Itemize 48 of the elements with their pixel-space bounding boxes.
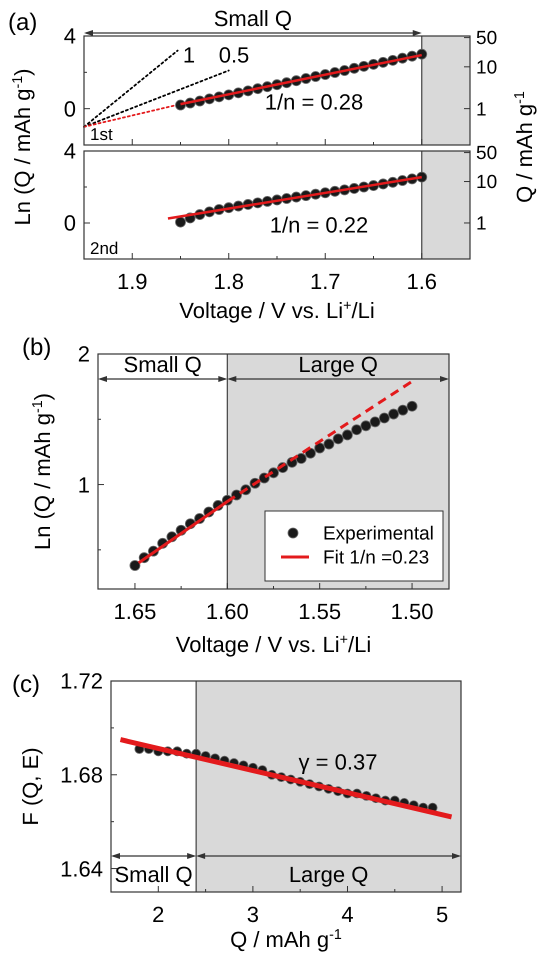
annotation: 0.5 [218, 42, 250, 68]
y-tick-label: 1 [78, 472, 90, 498]
annotation: 1 [182, 42, 196, 68]
y-tick-label: 1.72 [60, 668, 103, 694]
x-tick-label: 1.60 [206, 599, 249, 624]
y-axis-title: F (Q, E) [18, 747, 43, 826]
x-tick-label: 1.6 [406, 269, 438, 294]
y2-tick-label: 10 [476, 172, 498, 194]
x-axis-title: Q / mAh g$^{-1}$ [230, 927, 342, 952]
y-tick-label: 4 [64, 138, 76, 164]
x-tick-label: 3 [246, 902, 260, 927]
y-tick-label: 2 [78, 342, 90, 367]
annotation: Small Q [114, 862, 193, 887]
y-tick-label: 0 [64, 210, 76, 236]
annotation: 1/n = 0.28 [264, 90, 364, 115]
text: Small Q [214, 6, 292, 31]
x-tick-label: 5 [436, 902, 448, 927]
x-axis-title: Voltage / V vs. Li$^{+}$/Li [176, 632, 372, 657]
x-axis-title: Voltage / V vs. Li$^{+}$/Li [179, 298, 375, 323]
y-tick-label: 4 [64, 24, 76, 49]
legend-label: Experimental [323, 524, 434, 545]
y2-tick-label: 1 [476, 214, 487, 235]
x-tick-label: 1.65 [114, 599, 156, 624]
x-tick-label: 1.50 [390, 599, 434, 624]
legend-label: Fit 1/n =0.23 [323, 548, 430, 569]
annotation: 1st [90, 125, 113, 144]
y2-tick-label: 10 [476, 57, 498, 78]
x-tick-label: 1.55 [298, 599, 342, 624]
x-tick-label: 1.8 [213, 269, 244, 294]
x-tick-label: 1.9 [116, 269, 148, 294]
band-label: Large Q [288, 862, 368, 887]
chart-title: (b) [22, 334, 52, 361]
x-tick-label: 1.7 [310, 269, 341, 294]
y-tick-label: 1.68 [60, 762, 103, 788]
annotation: 2nd [90, 239, 118, 258]
y2-tick-label: 1 [476, 99, 487, 120]
annotation: γ = 0.37 [298, 750, 378, 775]
y2-tick-label: 50 [476, 143, 498, 164]
y-tick-label: 1.64 [60, 856, 103, 882]
x-tick-label: 2 [152, 902, 164, 927]
band-label: Large Q [298, 352, 378, 377]
annotation: Small Q [124, 352, 202, 377]
x-tick-label: 4 [341, 902, 354, 927]
annotation: 1/n = 0.22 [270, 212, 368, 238]
chart-title: (a) [8, 9, 38, 36]
chart-title: (c) [12, 671, 40, 698]
y-tick-label: 0 [64, 96, 76, 122]
y2-tick-label: 50 [476, 28, 498, 50]
